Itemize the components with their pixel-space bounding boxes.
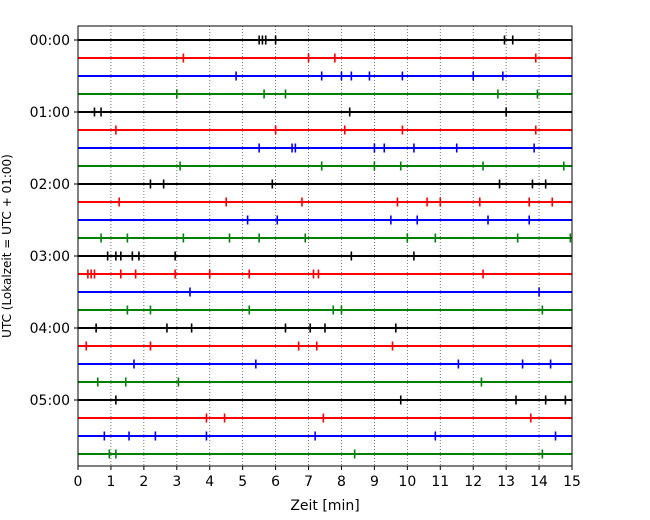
trace-0400 xyxy=(78,323,572,333)
trace-0230 xyxy=(78,215,572,225)
trace-0545 xyxy=(78,449,572,459)
x-tick-label: 0 xyxy=(74,474,83,490)
trace-0115 xyxy=(78,125,572,135)
y-tick-label: 02:00 xyxy=(30,177,70,193)
x-axis-label: Zeit [min] xyxy=(290,498,359,514)
trace-0515 xyxy=(78,413,572,423)
x-tick-label: 2 xyxy=(139,474,148,490)
y-tick-label: 05:00 xyxy=(30,393,70,409)
plot-area xyxy=(78,26,572,466)
trace-0145 xyxy=(78,161,572,171)
trace-0045 xyxy=(78,89,572,99)
trace-0100 xyxy=(78,107,572,117)
x-tick-label: 15 xyxy=(563,474,581,490)
x-tick-label: 14 xyxy=(530,474,548,490)
trace-0445 xyxy=(78,377,572,387)
y-axis-label: UTC (Lokalzeit = UTC + 01:00) xyxy=(0,154,14,338)
x-tick-label: 8 xyxy=(337,474,346,490)
trace-0500 xyxy=(78,395,572,405)
x-axis: 0 1 2 3 4 5 6 7 8 9 10 11 12 13 14 15 xyxy=(74,466,581,490)
x-tick-label: 9 xyxy=(370,474,379,490)
trace-0200 xyxy=(78,179,572,189)
x-tick-label: 7 xyxy=(304,474,313,490)
x-tick-label: 1 xyxy=(106,474,115,490)
y-tick-label: 01:00 xyxy=(30,105,70,121)
trace-0530 xyxy=(78,431,572,441)
traces xyxy=(78,35,572,459)
grid xyxy=(110,26,540,466)
x-tick-label: 12 xyxy=(464,474,482,490)
plot-frame xyxy=(77,25,573,467)
x-tick-label: 13 xyxy=(497,474,515,490)
trace-0015 xyxy=(78,53,572,63)
trace-0130 xyxy=(78,143,572,153)
x-tick-label: 4 xyxy=(205,474,214,490)
trace-0345 xyxy=(78,305,572,315)
trace-0315 xyxy=(78,269,572,279)
y-axis: 00:00 01:00 02:00 03:00 04:00 05:00 xyxy=(30,33,78,409)
trace-0330 xyxy=(78,287,572,297)
trace-0430 xyxy=(78,359,572,369)
trace-0000 xyxy=(78,35,572,45)
x-tick-label: 10 xyxy=(398,474,416,490)
x-tick-label: 11 xyxy=(431,474,449,490)
y-tick-label: 03:00 xyxy=(30,249,70,265)
y-tick-label: 04:00 xyxy=(30,321,70,337)
trace-0300 xyxy=(78,251,572,261)
trace-0215 xyxy=(78,197,572,207)
x-tick-label: 3 xyxy=(172,474,181,490)
x-tick-label: 6 xyxy=(271,474,280,490)
y-tick-label: 00:00 xyxy=(30,33,70,49)
trace-0415 xyxy=(78,341,572,351)
trace-0245 xyxy=(78,233,572,243)
x-tick-label: 5 xyxy=(238,474,247,490)
trace-0030 xyxy=(78,71,572,81)
